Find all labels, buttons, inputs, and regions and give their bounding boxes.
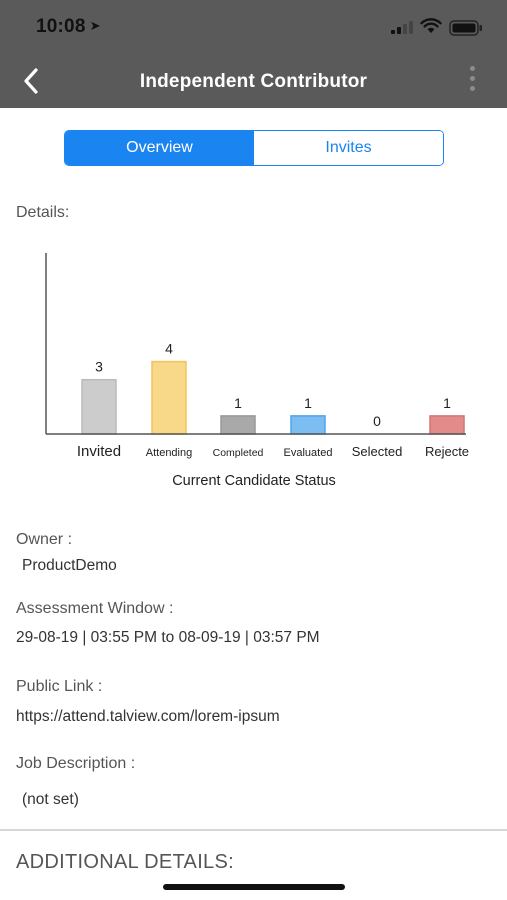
owner-value: ProductDemo [22,557,117,574]
candidate-status-chart: 3 4 1 1 0 1 Invited Attending Completed Evaluate… [45,253,469,489]
more-dot [469,76,475,81]
location-arrow-icon: ➤ [89,18,101,33]
category-label: Attending [146,447,192,459]
more-options-button[interactable] [466,66,478,96]
bar-value-label: 1 [443,395,451,411]
bar-value-label: 1 [234,395,242,411]
bar-value-label: 4 [165,341,173,357]
back-button[interactable] [18,64,48,98]
home-indicator[interactable] [163,884,345,890]
assessment-window-value: 29-08-19 | 03:55 PM to 08-09-19 | 03:57 … [16,629,320,646]
category-label: Selected [352,444,403,459]
section-divider [0,829,507,831]
category-label: Rejecte [425,444,469,459]
tab-overview[interactable]: Overview [65,131,254,165]
page-title: Independent Contributor [139,71,368,92]
cellular-signal-icon [391,21,413,34]
chevron-left-icon [24,68,38,94]
details-label: Details: [16,204,70,221]
bar-rejecte [429,415,465,435]
navigation-bar: 10:08 ➤ Independent Contributor [0,0,507,108]
public-link-value[interactable]: https://attend.talview.com/lorem-ipsum [16,708,280,725]
bar-value-label: 1 [304,395,312,411]
job-description-value: (not set) [22,791,79,808]
wifi-icon [420,18,442,33]
more-dot [469,86,475,91]
bar-value-label: 3 [95,359,103,375]
bar-completed [220,415,256,435]
owner-label: Owner : [16,531,73,548]
category-label: Evaluated [284,447,333,459]
bar-value-label: 0 [373,413,381,429]
category-label: Completed [213,447,264,459]
segmented-control: Overview Invites [64,130,444,166]
additional-details-heading: ADDITIONAL DETAILS: [16,851,234,873]
bar-attending [151,360,187,435]
tab-invites[interactable]: Invites [254,131,443,165]
bar-invited [81,378,117,435]
public-link-label: Public Link : [16,678,103,695]
status-time: 10:08 ➤ [36,16,101,38]
battery-icon [449,20,482,36]
status-time-text: 10:08 [36,16,86,37]
more-vertical-icon [469,66,475,71]
category-label: Invited [77,443,121,460]
bar-evaluated [290,415,326,435]
x-axis-title: Current Candidate Status [172,473,336,489]
job-description-label: Job Description : [16,755,136,772]
assessment-window-label: Assessment Window : [16,600,174,617]
